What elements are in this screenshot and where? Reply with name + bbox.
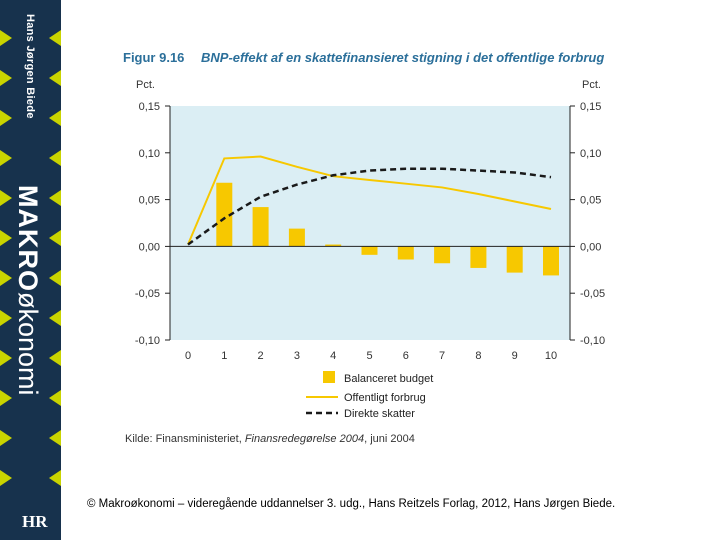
y-tick-label-right: -0,10 [580,335,605,347]
publisher-logo: HR [22,512,48,531]
bar [252,207,269,247]
bar [470,246,487,268]
x-tick-label: 2 [258,350,264,362]
y-tick-label-right: 0,10 [580,148,601,160]
x-ticks: 0 1 2 3 4 5 6 7 8 9 10 [185,350,557,362]
bar [543,246,559,276]
spine-title-rest: økonomi [13,292,43,396]
bar-series [216,182,559,276]
bar [434,246,451,264]
y-tick-label-right: 0,00 [580,241,601,253]
x-tick-label: 7 [439,350,445,362]
x-tick-label: 5 [366,350,372,362]
legend-label-bar: Balanceret budget [344,373,433,385]
x-tick-label: 9 [512,350,518,362]
x-tick-label: 10 [545,350,557,362]
legend: Balanceret budget Offentligt forbrug Dir… [306,371,433,420]
plot-area [170,106,570,340]
figure: Figur 9.16 BNP-effekt af en skattefinans… [123,50,605,445]
y-tick-label-left: -0,10 [135,335,160,347]
x-tick-label: 0 [185,350,191,362]
y-axis-label-left: Pct. [136,79,155,91]
source-note: Kilde: Finansministeriet, Finansredegøre… [125,433,415,445]
y-tick-label-right: -0,05 [580,288,605,300]
figure-label: Figur 9.16 [123,50,184,65]
y-tick-label-left: 0,00 [139,241,160,253]
chart-title: BNP-effekt af en skattefinansieret stign… [201,50,604,65]
x-tick-label: 1 [221,350,227,362]
source-prefix: Kilde: Finansministeriet, [125,433,245,445]
y-ticks-left: 0,15 0,10 0,05 0,00 -0,05 -0,10 [135,101,170,347]
bar [361,246,378,255]
x-tick-label: 6 [403,350,409,362]
y-axis-label-right: Pct. [582,79,601,91]
source-suffix: , juni 2004 [364,433,415,445]
legend-label-dashed: Direkte skatter [344,408,415,420]
y-ticks-right: 0,15 0,10 0,05 0,00 -0,05 -0,10 [570,101,605,347]
y-tick-label-right: 0,05 [580,195,601,207]
spine-title: MAKROøkonomi [13,185,43,396]
line-direkte-skatter [187,167,552,246]
bar [288,228,305,247]
spine-pattern [0,30,61,486]
spine-author: Hans Jørgen Biede [24,14,36,119]
book-spine: Hans Jørgen Biede MAKROøkonomi HR [0,0,61,540]
bar [216,182,233,247]
copyright-footer: © Makroøkonomi – videregående uddannelse… [87,498,616,510]
bar [506,246,523,273]
line-offentligt-forbrug [187,155,552,245]
x-tick-label: 8 [475,350,481,362]
legend-swatch-bar [323,371,335,383]
y-tick-label-right: 0,15 [580,101,601,113]
y-tick-label-left: 0,10 [139,148,160,160]
bar [397,246,414,260]
spine-title-bold: MAKRO [13,185,43,292]
x-tick-label: 4 [330,350,336,362]
source-italic: Finansredegørelse 2004 [245,433,364,445]
y-tick-label-left: 0,15 [139,101,160,113]
y-tick-label-left: 0,05 [139,195,160,207]
x-tick-label: 3 [294,350,300,362]
legend-label-line: Offentligt forbrug [344,392,426,404]
y-tick-label-left: -0,05 [135,288,160,300]
bar [325,244,342,247]
